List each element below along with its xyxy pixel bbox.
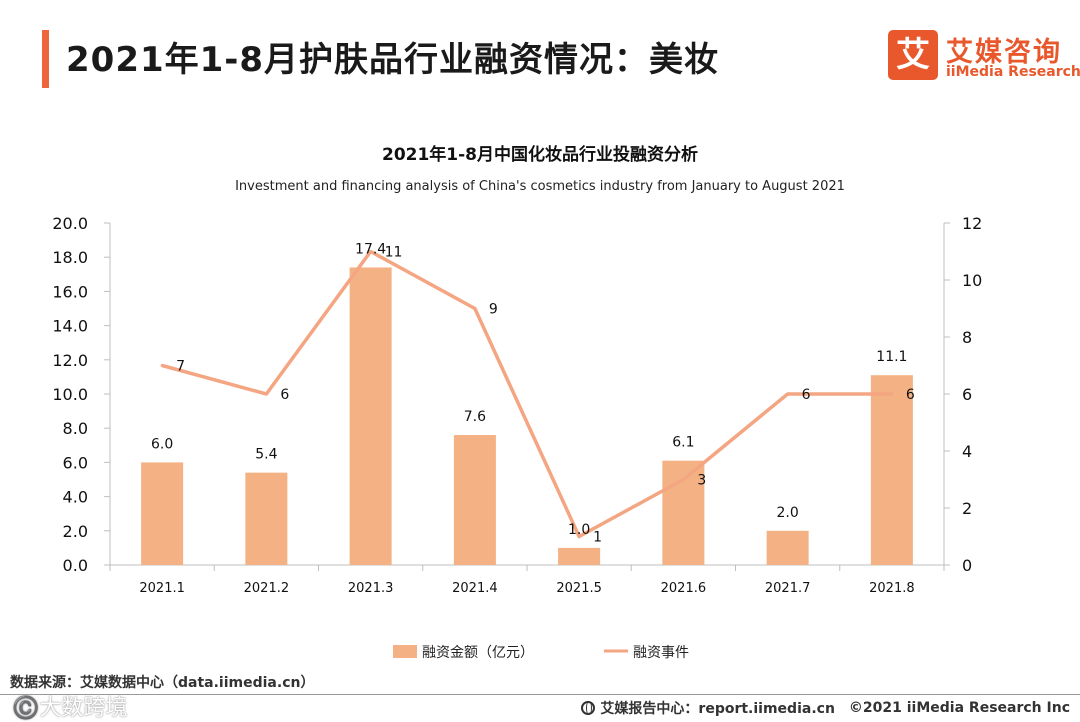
bar-value-label: 6.0 <box>151 436 173 452</box>
y-right-tick-label: 4 <box>962 442 972 461</box>
line-value-label: 1 <box>593 530 602 546</box>
bar-value-label: 6.1 <box>672 435 694 451</box>
line-point <box>264 392 268 396</box>
line-point <box>786 392 790 396</box>
y-right-tick-label: 6 <box>962 385 972 404</box>
y-left-tick-label: 0.0 <box>63 556 88 575</box>
x-tick-label: 2021.4 <box>452 581 498 596</box>
y-left-tick-label: 2.0 <box>63 522 88 541</box>
chart-axes: 0.02.04.06.08.010.012.014.016.018.020.00… <box>52 214 982 596</box>
bar-series <box>141 267 913 565</box>
y-left-tick-label: 10.0 <box>52 385 88 404</box>
y-right-tick-label: 12 <box>962 214 982 233</box>
brand-logo-block: 艾 艾媒咨询 iiMedia Research <box>888 30 1080 86</box>
y-left-tick-label: 6.0 <box>63 453 88 472</box>
bar-value-label: 11.1 <box>876 349 907 365</box>
line-value-label: 3 <box>697 473 706 489</box>
bar-value-label: 2.0 <box>776 505 798 521</box>
data-labels: 6.0 5.4 17.4 7.6 1.0 6.1 2.0 11.1 7 6 11 9 1 3 6 6 <box>151 241 915 545</box>
legend-label-line: 融资事件 <box>633 645 689 661</box>
line-value-label: 6 <box>802 387 811 403</box>
footer: 艾媒报告中心：report.iimedia.cn ©2021 iiMedia R… <box>581 698 1070 718</box>
line-value-label: 9 <box>489 302 498 318</box>
line-point <box>890 392 894 396</box>
x-tick-label: 2021.2 <box>244 581 290 596</box>
line-path <box>161 249 892 539</box>
chart-subtitle: Investment and financing analysis of Chi… <box>235 179 845 194</box>
line-point <box>577 535 581 538</box>
chart-title: 2021年1-8月中国化妆品行业投融资分析 <box>382 144 698 165</box>
legend-label-bar: 融资金额（亿元） <box>422 645 534 661</box>
bar-value-label: 7.6 <box>464 409 486 425</box>
line-series <box>160 249 894 539</box>
report-site-link[interactable]: 艾媒报告中心：report.iimedia.cn <box>600 701 835 717</box>
title-accent-bar <box>42 30 49 88</box>
x-tick-label: 2021.3 <box>348 581 394 596</box>
bar <box>245 472 288 565</box>
y-right-tick-label: 2 <box>962 499 972 518</box>
brand-name: 艾媒咨询 <box>946 37 1062 68</box>
y-left-tick-label: 16.0 <box>52 282 88 301</box>
legend-swatch-bar <box>393 645 417 658</box>
y-left-tick-label: 20.0 <box>52 214 88 233</box>
line-value-label: 6 <box>280 387 289 403</box>
chart-legend: 融资金额（亿元） 融资事件 <box>393 645 689 661</box>
line-value-label: 7 <box>176 359 185 375</box>
y-left-tick-label: 18.0 <box>52 248 88 267</box>
line-point <box>473 307 477 310</box>
y-left-tick-label: 4.0 <box>63 488 88 507</box>
bar <box>766 530 809 565</box>
brand-subtitle: iiMedia Research <box>946 64 1080 80</box>
bar <box>349 267 392 565</box>
y-right-tick-label: 0 <box>962 556 972 575</box>
bar <box>558 547 601 565</box>
globe-icon <box>581 701 596 715</box>
bar-value-label: 17.4 <box>355 241 386 257</box>
y-left-tick-label: 14.0 <box>52 317 88 336</box>
line-value-label: 11 <box>385 245 403 261</box>
x-tick-label: 2021.1 <box>139 581 185 596</box>
watermark: ©️大数跨境 <box>12 696 128 721</box>
footer-divider <box>0 694 1080 695</box>
line-point <box>369 250 373 253</box>
y-right-tick-label: 10 <box>962 271 982 290</box>
bar-value-label: 1.0 <box>568 522 590 538</box>
bar <box>141 462 184 565</box>
line-value-label: 6 <box>906 387 915 403</box>
x-tick-label: 2021.7 <box>765 581 811 596</box>
brand-logo-icon: 艾 <box>888 30 938 80</box>
bar <box>870 375 913 565</box>
page-title: 2021年1-8月护肤品行业融资情况：美妆 <box>66 40 720 80</box>
copyright-text: ©2021 iiMedia Research Inc <box>848 700 1070 716</box>
line-point <box>160 364 164 367</box>
y-right-tick-label: 8 <box>962 328 972 347</box>
bar-value-label: 5.4 <box>255 447 277 463</box>
y-left-tick-label: 8.0 <box>63 419 88 438</box>
x-tick-label: 2021.5 <box>556 581 602 596</box>
y-left-tick-label: 12.0 <box>52 351 88 370</box>
source-note: 数据来源：艾媒数据中心（data.iimedia.cn） <box>10 675 315 691</box>
x-tick-label: 2021.6 <box>661 581 707 596</box>
line-point <box>681 478 685 481</box>
bar <box>453 435 496 565</box>
x-tick-label: 2021.8 <box>869 581 915 596</box>
